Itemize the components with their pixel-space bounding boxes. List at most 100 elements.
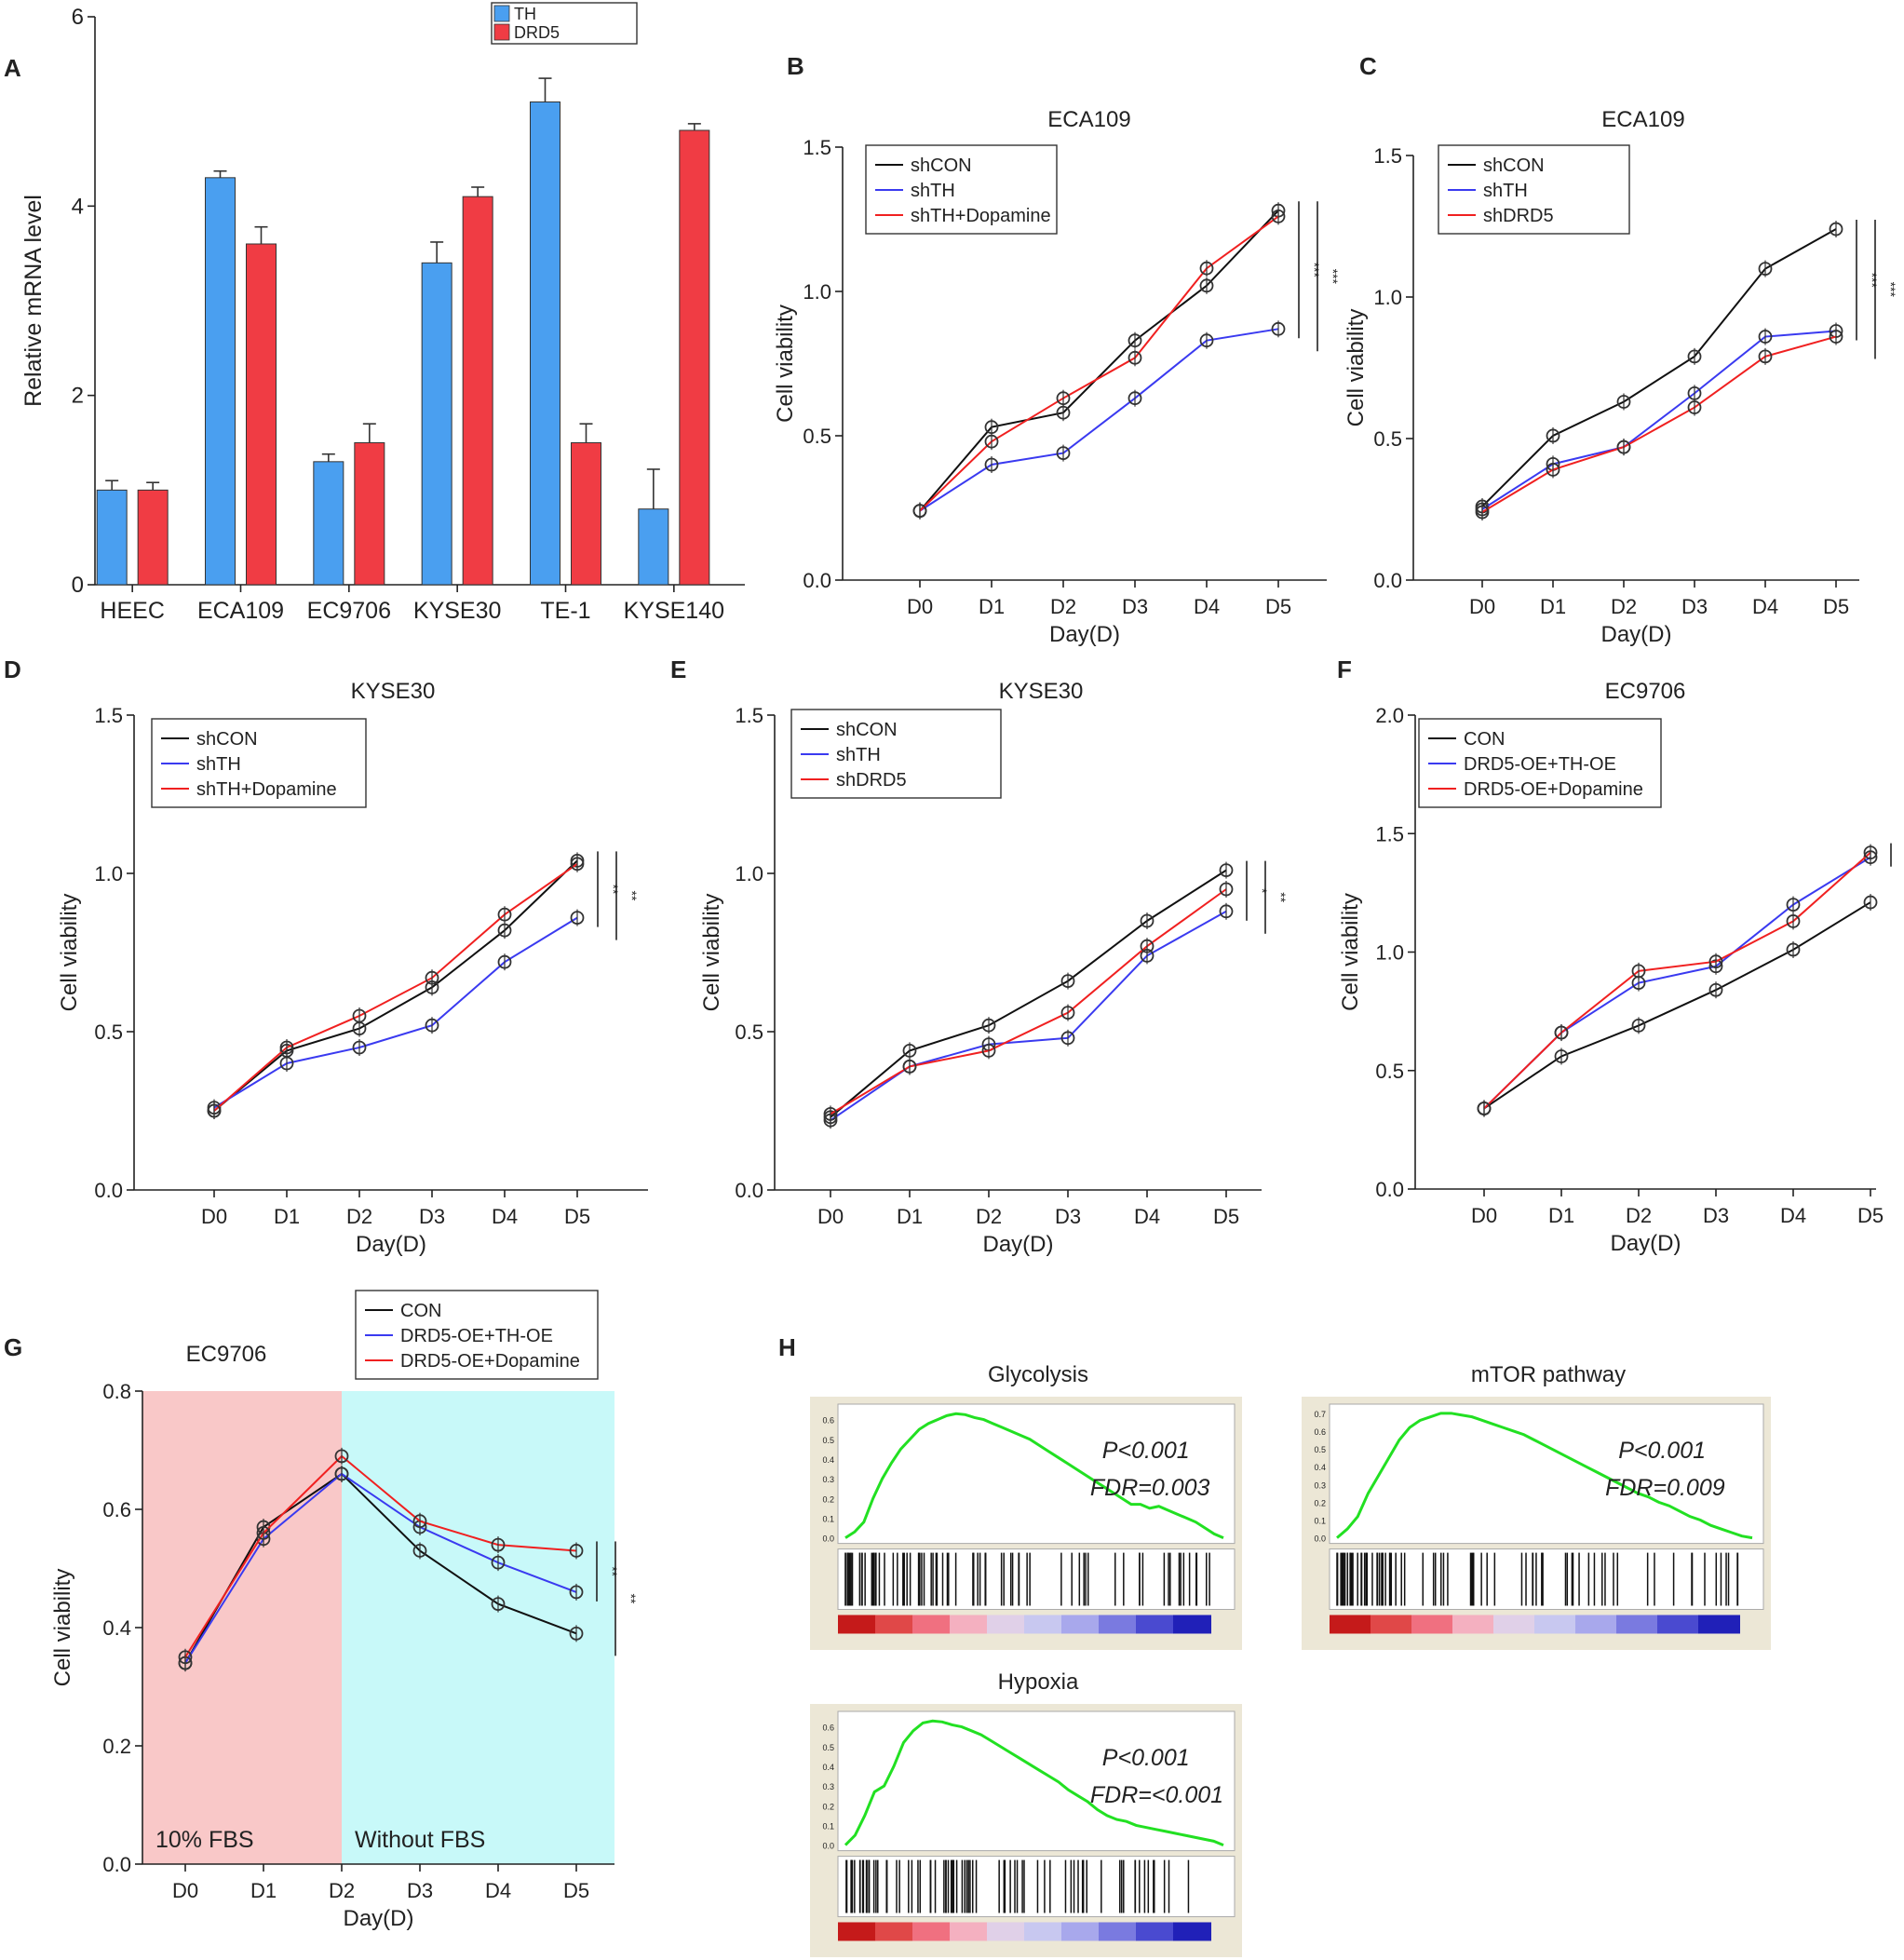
panel-h1-gsea-plot: 0.0 0.1 0.2 0.3 0.4 0.5 0.6 Glycolysis P<0.001 FD… [810, 1362, 1242, 1650]
data-point-drd5-oe-dopamine-d2 [1631, 964, 1646, 979]
series-line-shcon [1481, 228, 1837, 507]
region-without-fbs [342, 1391, 614, 1864]
panel-letter-a: A [4, 54, 21, 82]
legend-box [151, 718, 367, 808]
x-tick-label-d4: D4 [1752, 595, 1778, 618]
y-tick-label: 0.3 [822, 1782, 834, 1791]
y-axis-label: Cell viability [773, 304, 798, 423]
x-tick-label-d3: D3 [1122, 595, 1148, 618]
legend-label-shth: shTH [911, 181, 955, 201]
y-tick-label: 1.5 [1373, 144, 1402, 168]
rank-color-segment [1099, 1922, 1137, 1941]
significance-mark: *** [1326, 269, 1341, 285]
x-tick-label-d2: D2 [1611, 595, 1637, 618]
data-point-shdrd5-d0 [823, 1107, 838, 1121]
x-tick-label-d1: D1 [274, 1205, 300, 1228]
series-line-shth [1481, 330, 1837, 510]
x-tick-label-d3: D3 [1703, 1204, 1729, 1227]
x-tick-label-d4: D4 [1134, 1205, 1160, 1228]
y-tick-label: 6 [72, 5, 84, 30]
data-point-drd5-oe-th-oe-d4 [491, 1555, 506, 1570]
significance-mark: ** [1899, 850, 1904, 860]
data-point-con-d3 [1708, 982, 1723, 997]
data-point-drd5-oe-dopamine-d5 [1863, 845, 1878, 860]
y-tick-label: 0.5 [735, 1021, 763, 1044]
y-tick-label: 0.2 [1314, 1498, 1326, 1507]
data-point-shth-dopamine-d2 [1056, 391, 1071, 406]
data-point-con-d1 [1554, 1049, 1569, 1063]
fdr-text: FDR=<0.001 [1090, 1782, 1223, 1808]
y-tick-label: 2.0 [1375, 704, 1404, 727]
region-label-without-fbs: Without FBS [355, 1827, 485, 1853]
data-point-shcon-d4 [1199, 278, 1214, 293]
series-line-drd5-oe-dopamine [184, 1454, 577, 1658]
series-line-drd5-oe-th-oe [1483, 856, 1871, 1110]
y-tick-label: 0.6 [1314, 1427, 1326, 1437]
region-10-fbs [142, 1391, 342, 1864]
panel-f-line-chart: 0.0 0.5 1.0 1.5 2.0 Cell viability D0 D1 D2 D3 D4 D… [1338, 679, 1904, 1256]
data-point-shth-dopamine-d0 [912, 504, 927, 518]
data-point-shdrd5-d5 [1829, 330, 1843, 344]
y-tick-label: 0.8 [102, 1380, 131, 1403]
data-point-drd5-oe-dopamine-d5 [569, 1544, 584, 1558]
series-line-shdrd5 [1481, 335, 1837, 513]
y-tick-label: 0.6 [822, 1416, 834, 1426]
data-point-shdrd5-d1 [1546, 463, 1560, 477]
x-tick-label-d5: D5 [1213, 1205, 1239, 1228]
series-line-shcon [213, 859, 578, 1112]
y-tick-label: 0.0 [1375, 1178, 1404, 1201]
data-point-shcon-d3 [1128, 333, 1142, 348]
rank-color-segment [1493, 1615, 1535, 1634]
hit-strip [1329, 1548, 1764, 1610]
data-point-shth-dopamine-d1 [279, 1040, 294, 1055]
x-tick-label-d2: D2 [976, 1205, 1002, 1228]
data-point-shth-dopamine-d3 [425, 970, 439, 985]
y-tick-label: 0.2 [822, 1494, 834, 1504]
y-tick-label: 1.0 [803, 280, 831, 304]
y-tick-label: 0.3 [1314, 1480, 1326, 1490]
data-point-shth-d4 [1758, 330, 1773, 344]
x-tick-label-d5: D5 [563, 1879, 589, 1902]
chart-title: mTOR pathway [1471, 1362, 1626, 1387]
legend-label-shth-dopamine: shTH+Dopamine [911, 206, 1051, 226]
fdr-text: FDR=0.009 [1605, 1475, 1725, 1501]
x-tick-label-eca109: ECA109 [197, 598, 284, 624]
data-point-drd5-oe-dopamine-d3 [1708, 954, 1723, 969]
x-tick-label-d5: D5 [1823, 595, 1849, 618]
rank-color-segment [912, 1922, 951, 1941]
data-point-shth-d1 [984, 457, 999, 472]
legend-label-shth: shTH [1483, 181, 1528, 201]
rank-color-segment [838, 1922, 876, 1941]
rank-color-segment [1411, 1615, 1453, 1634]
rank-color-segment [1173, 1922, 1211, 1941]
legend-label-shth: shTH [196, 754, 241, 775]
rank-color-segment [1024, 1922, 1062, 1941]
x-tick-label-d1: D1 [250, 1879, 277, 1902]
y-tick-label: 1.5 [1375, 822, 1404, 845]
rank-color-segment [950, 1615, 988, 1634]
enrichment-score-curve [844, 1412, 1224, 1539]
series-line-shdrd5 [830, 888, 1227, 1115]
y-tick-label: 2 [72, 384, 84, 409]
rank-color-segment [1698, 1615, 1740, 1634]
enrichment-score-curve [1336, 1412, 1753, 1540]
y-tick-label: 0.5 [1314, 1445, 1326, 1454]
data-point-shcon-d3 [1687, 349, 1702, 364]
x-tick-label-d4: D4 [1194, 595, 1220, 618]
rank-color-segment [1330, 1615, 1371, 1634]
series-line-shth-dopamine [919, 215, 1279, 512]
data-point-drd5-oe-dopamine-d4 [491, 1537, 506, 1552]
x-axis-label: Day(D) [356, 1232, 426, 1257]
data-point-shth-dopamine-d4 [1199, 261, 1214, 276]
legend-label-con: CON [1464, 729, 1505, 750]
p-value-text: P<0.001 [1618, 1438, 1706, 1464]
p-value-text: P<0.001 [1102, 1745, 1190, 1771]
series-line-drd5-oe-th-oe [184, 1472, 577, 1664]
x-tick-label-d3: D3 [1681, 595, 1708, 618]
x-tick-label-d2: D2 [1050, 595, 1076, 618]
rank-color-segment [1173, 1615, 1211, 1634]
y-tick-label: 0.5 [803, 425, 831, 448]
y-tick-label: 1.0 [1373, 286, 1402, 309]
y-axis-label: Cell viability [1344, 309, 1369, 427]
